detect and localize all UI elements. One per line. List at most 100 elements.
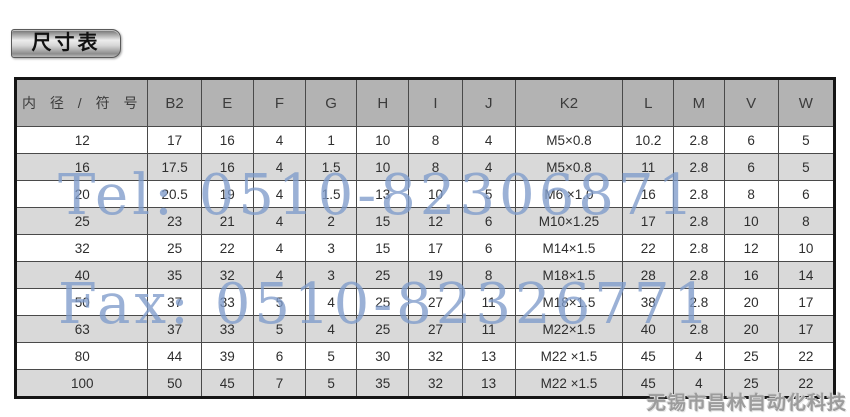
table-cell: 15 (356, 207, 410, 235)
table-cell: 6 (777, 180, 836, 208)
table-cell: 11 (622, 153, 675, 181)
table-cell: 25 (147, 234, 202, 262)
table-cell: 45 (622, 342, 675, 370)
table-cell: 6 (723, 153, 779, 181)
table-header: 内 径 / 符 号 B2 E F G H I J K2 L M V W (14, 78, 836, 127)
table-cell: 8 (408, 126, 463, 154)
column-header-h: H (356, 78, 410, 127)
table-cell: 16 (200, 126, 254, 154)
table-cell: 2.8 (673, 180, 725, 208)
table-cell: 4 (252, 126, 307, 154)
table-cell: 2.8 (673, 261, 725, 289)
table-cell: 21 (200, 207, 254, 235)
table-cell: 10 (408, 180, 463, 208)
table-cell: 5 (777, 126, 836, 154)
table-cell: 33 (200, 315, 254, 343)
column-header-m: M (673, 78, 725, 127)
table-cell: 6 (461, 234, 516, 262)
table-cell: 32 (14, 234, 149, 262)
table-cell: M14×1.5 (514, 234, 624, 262)
table-row-63: 63 37 33 5 4 25 27 11 M22×1.5 40 2.8 20 17 (14, 315, 836, 343)
table-cell: 10 (777, 234, 836, 262)
table-cell: 2.8 (673, 288, 725, 316)
table-cell: 5 (461, 180, 516, 208)
dimension-table: 内 径 / 符 号 B2 E F G H I J K2 L M V W 12 17 16 4 1 10 8 4 M5×0… (14, 77, 836, 399)
table-cell: M18×1.5 (514, 261, 624, 289)
table-cell: 17.5 (147, 153, 202, 181)
table-cell: 1.5 (305, 180, 358, 208)
table-cell: M5×0.8 (514, 126, 624, 154)
column-header-i: I (408, 78, 463, 127)
table-cell: 10 (723, 207, 779, 235)
table-cell: 17 (777, 315, 836, 343)
table-cell: 2.8 (673, 126, 725, 154)
table-cell: M5×0.8 (514, 153, 624, 181)
table-cell: 8 (777, 207, 836, 235)
table-cell: 5 (305, 342, 358, 370)
table-cell: 4 (305, 288, 358, 316)
column-header-g: G (305, 78, 358, 127)
table-cell: 13 (461, 342, 516, 370)
table-cell: 13 (356, 180, 410, 208)
table-cell: M18×1.5 (514, 288, 624, 316)
table-cell: 8 (461, 261, 516, 289)
table-cell: 12 (14, 126, 149, 154)
table-cell: 37 (147, 315, 202, 343)
table-cell: 22 (622, 234, 675, 262)
table-cell: 13 (461, 369, 516, 398)
table-cell: 14 (777, 261, 836, 289)
section-title-badge: 尺寸表 (11, 29, 121, 58)
table-cell: 7 (252, 369, 307, 398)
table-cell: 45 (622, 369, 675, 398)
table-cell: 44 (147, 342, 202, 370)
table-cell: 25 (14, 207, 149, 235)
table-cell: M22×1.5 (514, 315, 624, 343)
table-cell: M10×1.25 (514, 207, 624, 235)
table-row-16: 16 17.5 16 4 1.5 10 8 4 M5×0.8 11 2.8 6 5 (14, 153, 836, 181)
table-cell: 16 (723, 261, 779, 289)
table-cell: 3 (305, 261, 358, 289)
table-cell: 30 (356, 342, 410, 370)
table-cell: 32 (200, 261, 254, 289)
table-cell: 2.8 (673, 315, 725, 343)
table-row-80: 80 44 39 6 5 30 32 13 M22 ×1.5 45 4 25 22 (14, 342, 836, 370)
table-cell: 100 (14, 369, 149, 398)
table-cell: 45 (200, 369, 254, 398)
table-cell: 4 (252, 207, 307, 235)
table-cell: 4 (673, 369, 725, 398)
table-cell: 4 (252, 234, 307, 262)
table-cell: 28 (622, 261, 675, 289)
table-cell: 6 (723, 126, 779, 154)
table-cell: 12 (408, 207, 463, 235)
table-cell: 20 (14, 180, 149, 208)
table-row-25: 25 23 21 4 2 15 12 6 M10×1.25 17 2.8 10 8 (14, 207, 836, 235)
column-header-l: L (622, 78, 675, 127)
table-cell: 6 (461, 207, 516, 235)
table-row-50: 50 37 33 5 4 25 27 11 M18×1.5 38 2.8 20 17 (14, 288, 836, 316)
table-cell: M22 ×1.5 (514, 369, 624, 398)
table-cell: 25 (356, 315, 410, 343)
table-cell: 10 (356, 126, 410, 154)
table-cell: 3 (305, 234, 358, 262)
table-cell: 20 (723, 288, 779, 316)
table-cell: 15 (356, 234, 410, 262)
table-row-32: 32 25 22 4 3 15 17 6 M14×1.5 22 2.8 12 10 (14, 234, 836, 262)
table-cell: 17 (147, 126, 202, 154)
column-header-v: V (723, 78, 779, 127)
table-cell: 10.2 (622, 126, 675, 154)
table-cell: 32 (408, 342, 463, 370)
table-body: 12 17 16 4 1 10 8 4 M5×0.8 10.2 2.8 6 5 16 17.5 16 4 1.5 1… (14, 126, 836, 398)
table-cell: 50 (147, 369, 202, 398)
table-cell: 11 (461, 315, 516, 343)
table-row-12: 12 17 16 4 1 10 8 4 M5×0.8 10.2 2.8 6 5 (14, 126, 836, 154)
table-cell: 19 (200, 180, 254, 208)
table-cell: 2.8 (673, 207, 725, 235)
table-cell: 22 (777, 369, 836, 398)
table-header-row: 内 径 / 符 号 B2 E F G H I J K2 L M V W (14, 78, 836, 127)
table-cell: 35 (147, 261, 202, 289)
table-cell: 4 (252, 180, 307, 208)
table-cell: 8 (723, 180, 779, 208)
table-cell: 19 (408, 261, 463, 289)
table-cell: 5 (777, 153, 836, 181)
